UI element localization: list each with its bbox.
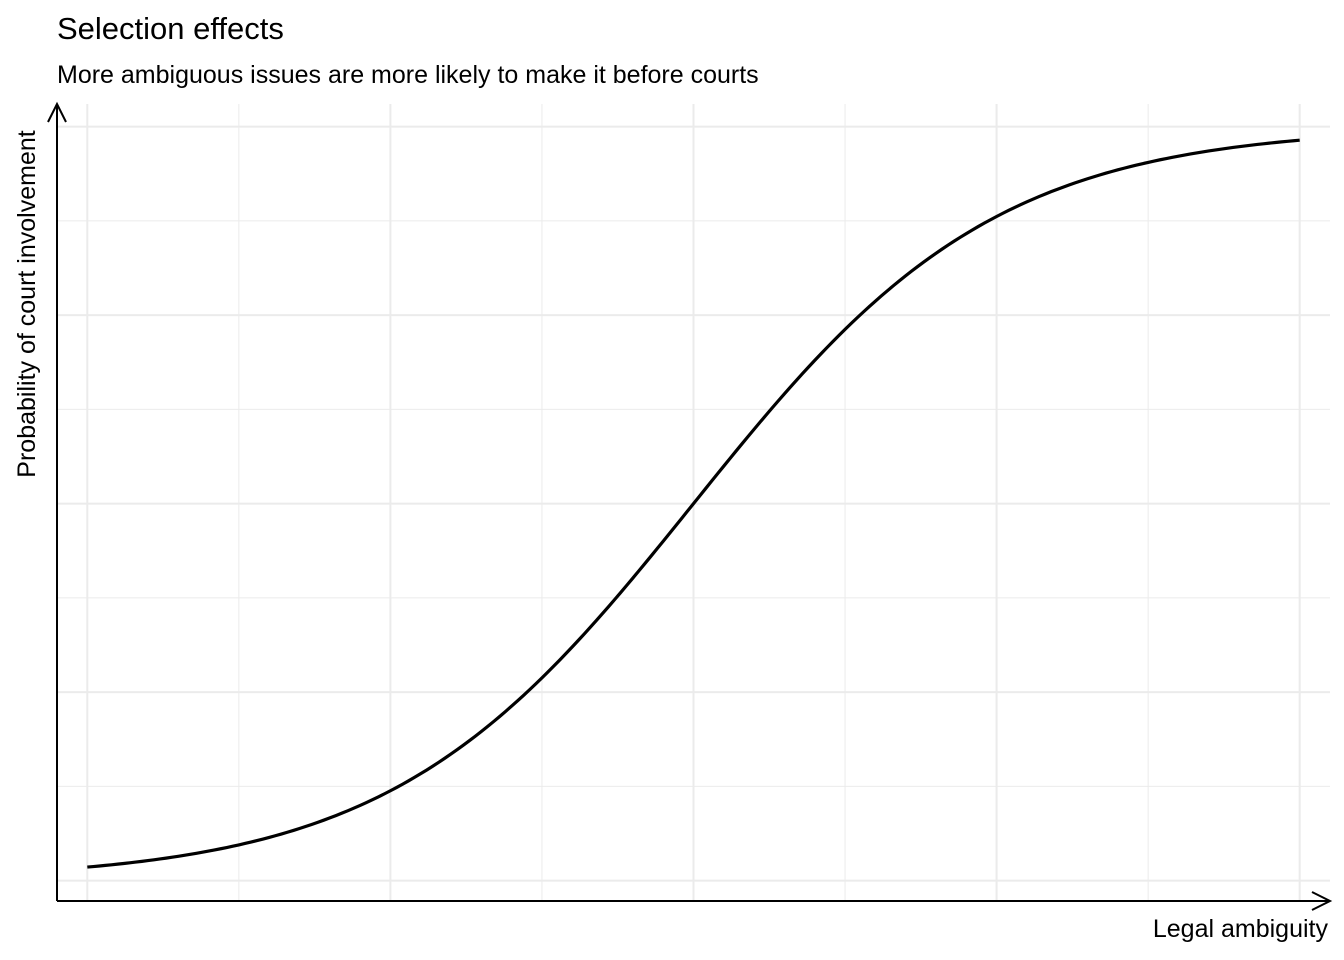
data-line-group xyxy=(87,138,1300,869)
y-axis-label: Probability of court involvement xyxy=(13,130,41,478)
x-axis-arrow-icon xyxy=(1311,891,1333,911)
x-axis-label: Legal ambiguity xyxy=(1152,915,1328,943)
data-line-series-0 xyxy=(87,138,1300,869)
chart-subtitle: More ambiguous issues are more likely to… xyxy=(57,61,759,89)
chart-title: Selection effects xyxy=(57,11,284,46)
y-axis-arrow-icon xyxy=(47,101,67,123)
axes xyxy=(47,101,1333,911)
